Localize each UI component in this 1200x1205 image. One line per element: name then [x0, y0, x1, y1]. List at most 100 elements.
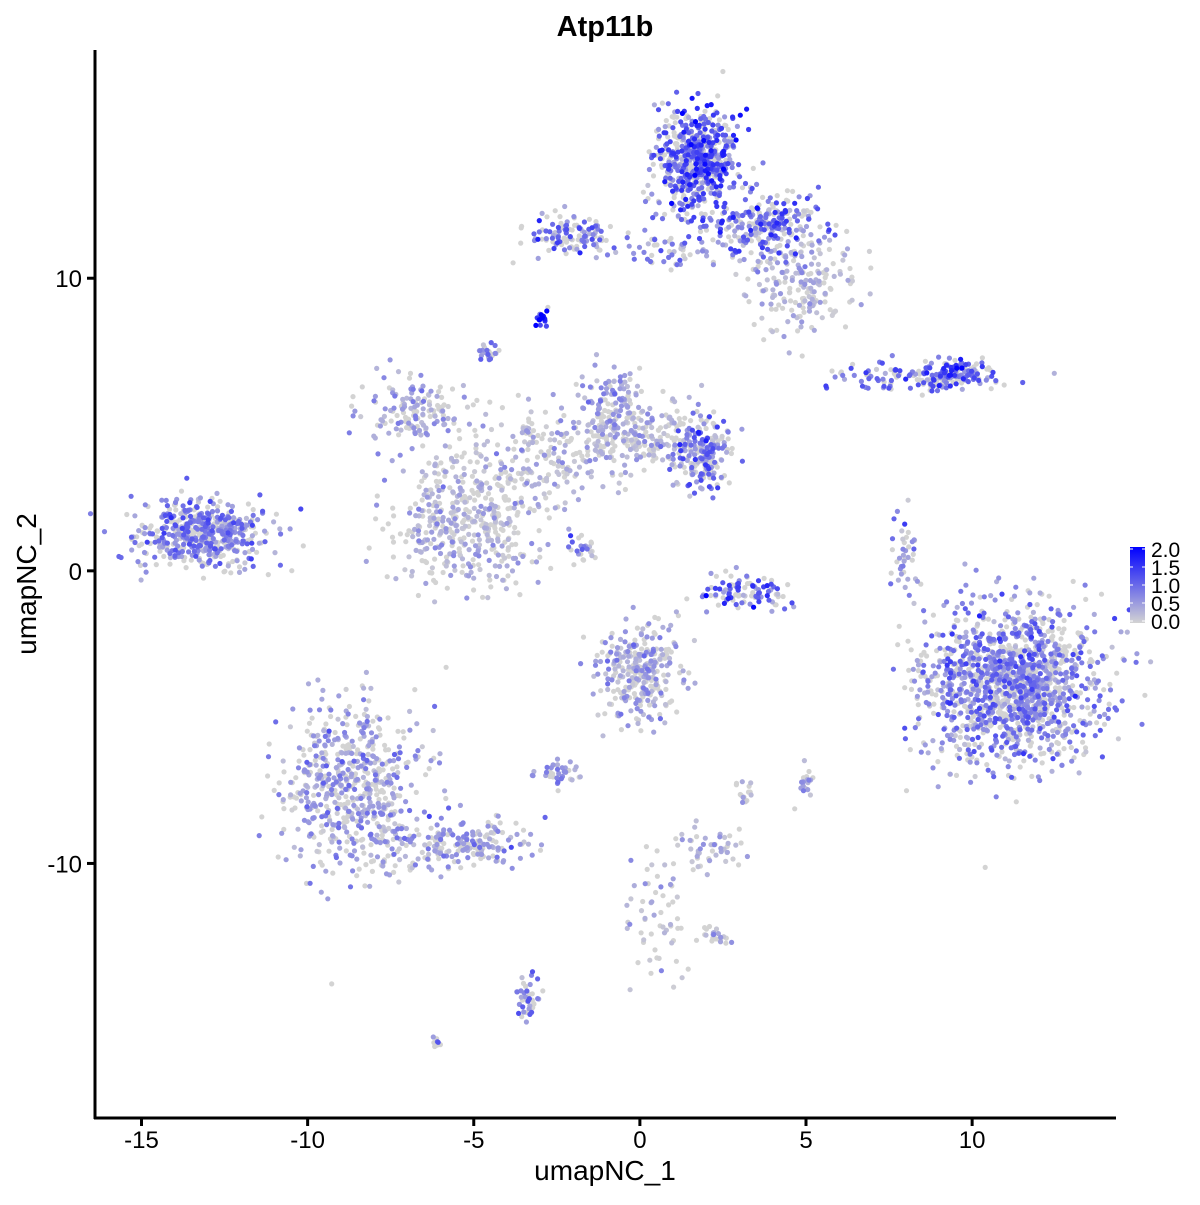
- cell-point: [626, 684, 633, 690]
- cell-point: [618, 397, 624, 403]
- cell-point: [576, 535, 582, 541]
- cell-point: [787, 289, 793, 295]
- cell-point: [832, 374, 838, 380]
- cell-point: [985, 616, 992, 622]
- cell-point: [369, 739, 375, 745]
- cell-point: [451, 553, 457, 559]
- cell-point: [334, 810, 340, 817]
- cell-point: [529, 559, 535, 565]
- cell-point: [447, 827, 453, 833]
- cell-point: [997, 711, 1003, 717]
- cell-point: [567, 759, 573, 765]
- cell-point: [925, 689, 931, 695]
- cell-point: [525, 466, 532, 472]
- cell-point: [456, 546, 462, 552]
- cell-point: [615, 490, 622, 496]
- cell-point: [889, 353, 895, 359]
- cell-point: [365, 819, 371, 825]
- cell-point: [544, 507, 550, 513]
- cell-point: [1041, 615, 1047, 621]
- cell-point: [459, 569, 465, 575]
- cell-point: [966, 742, 972, 748]
- cell-point: [381, 477, 388, 483]
- cell-point: [924, 653, 930, 659]
- cell-point: [798, 241, 804, 247]
- cell-point: [899, 528, 905, 534]
- cell-point: [423, 580, 429, 587]
- cell-point: [541, 491, 547, 497]
- cell-point: [426, 402, 433, 408]
- cell-point: [414, 827, 420, 833]
- cell-point: [585, 470, 591, 476]
- cell-point: [345, 800, 351, 806]
- cell-point: [451, 459, 457, 465]
- cell-point: [551, 450, 557, 456]
- cell-point: [519, 1014, 525, 1020]
- cell-point: [641, 249, 647, 255]
- cell-point: [434, 822, 440, 828]
- cell-point: [429, 570, 435, 576]
- cell-point: [595, 438, 601, 444]
- cell-point: [670, 207, 676, 213]
- cell-point: [609, 677, 615, 683]
- cell-point: [533, 559, 540, 565]
- cell-point: [320, 755, 326, 761]
- cell-point: [592, 662, 599, 668]
- cell-point: [265, 572, 271, 578]
- cell-point: [678, 663, 684, 669]
- cell-point: [505, 536, 511, 543]
- cell-point: [396, 846, 402, 852]
- cell-point: [1086, 649, 1092, 655]
- cell-point: [1015, 610, 1021, 616]
- cell-point: [358, 414, 364, 420]
- cell-point: [443, 664, 449, 670]
- cell-point: [657, 711, 663, 718]
- cell-point: [938, 687, 944, 694]
- cell-point: [674, 916, 681, 922]
- cell-point: [399, 840, 405, 847]
- cell-point: [735, 593, 742, 599]
- cell-point: [535, 255, 541, 261]
- cell-point: [806, 768, 812, 775]
- cell-point: [538, 842, 545, 848]
- cell-point: [458, 865, 464, 871]
- cell-point: [938, 746, 944, 752]
- cell-point: [686, 670, 692, 676]
- cell-point: [529, 421, 535, 427]
- cell-point: [436, 856, 442, 862]
- cell-point: [670, 861, 677, 867]
- cell-point: [760, 288, 767, 294]
- cell-point: [690, 471, 696, 477]
- cell-point: [729, 160, 735, 166]
- cell-point: [646, 452, 652, 458]
- cell-point: [283, 857, 289, 863]
- cell-point: [447, 444, 453, 450]
- cell-point: [902, 685, 908, 691]
- cell-point: [428, 541, 434, 547]
- cell-point: [703, 932, 709, 938]
- cell-point: [215, 504, 221, 510]
- cell-point: [689, 859, 695, 865]
- cell-point: [914, 578, 921, 584]
- cell-point: [1004, 624, 1010, 630]
- cell-point: [972, 741, 978, 748]
- cell-point: [293, 775, 299, 781]
- cell-point: [1107, 687, 1114, 693]
- cell-point: [725, 139, 731, 145]
- cell-point: [822, 275, 828, 281]
- cell-point: [1048, 742, 1055, 748]
- cell-point: [627, 371, 633, 377]
- cell-point: [692, 452, 698, 458]
- cell-point: [372, 393, 378, 399]
- cell-point: [618, 403, 625, 409]
- cell-point: [636, 651, 642, 657]
- cell-point: [609, 470, 615, 476]
- cell-point: [1022, 637, 1028, 643]
- cell-point: [674, 479, 680, 486]
- cell-point: [880, 376, 886, 382]
- cell-point: [673, 609, 680, 615]
- cell-point: [824, 267, 830, 273]
- cell-point: [539, 210, 545, 216]
- cell-point: [942, 672, 948, 678]
- cell-point: [788, 249, 794, 256]
